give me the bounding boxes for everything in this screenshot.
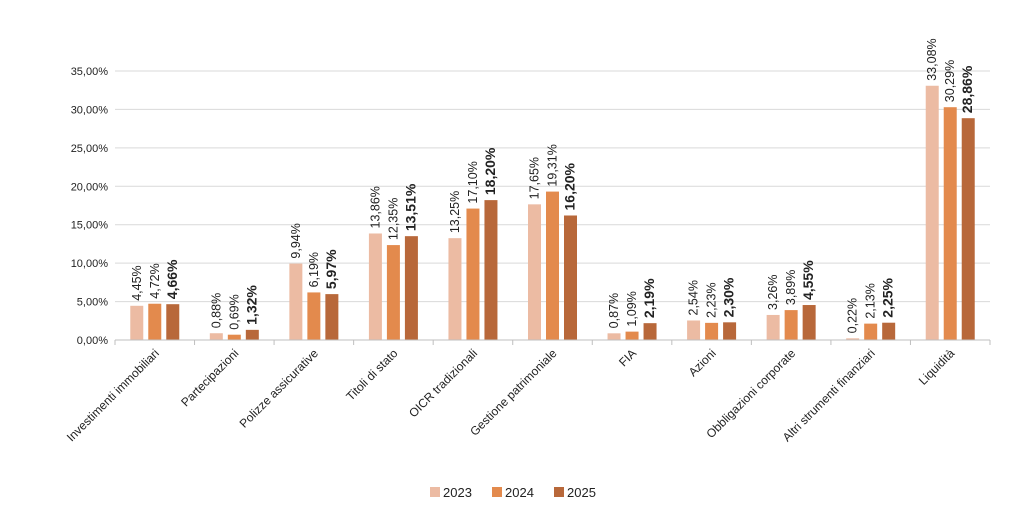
data-labels: 4,45% 4,72% 4,66% 0,88% 0,69% 1,32% 9,94% 6,19%… xyxy=(130,38,975,333)
y-tick-label: 35,00% xyxy=(71,66,109,78)
bar-2025 xyxy=(166,304,180,340)
data-label: 28,86% xyxy=(959,65,975,113)
data-label: 2,25% xyxy=(880,277,896,317)
bar-2023 xyxy=(209,333,223,340)
data-label: 0,22% xyxy=(846,298,860,333)
bar-2025 xyxy=(723,322,737,340)
data-label: 2,19% xyxy=(641,278,657,318)
data-label: 18,20% xyxy=(482,147,498,195)
data-label: 1,32% xyxy=(243,285,259,325)
bar-2023 xyxy=(289,263,303,340)
bar-2023 xyxy=(607,333,621,340)
y-tick-label: 0,00% xyxy=(77,335,108,347)
category-label: Liquidità xyxy=(916,346,958,388)
data-label: 6,19% xyxy=(307,252,321,287)
bar-2025 xyxy=(325,294,339,340)
data-label: 17,65% xyxy=(528,157,542,199)
category-label: Titoli di stato xyxy=(343,346,400,403)
legend-label: 2025 xyxy=(567,485,596,500)
data-label: 4,55% xyxy=(800,260,816,300)
legend-label: 2024 xyxy=(505,485,534,500)
bar-2025 xyxy=(245,329,259,340)
bar-2024 xyxy=(148,303,162,340)
data-label: 5,97% xyxy=(323,249,339,289)
y-tick-label: 30,00% xyxy=(71,104,109,116)
category-label: OICR tradizionali xyxy=(406,346,480,420)
data-label: 4,66% xyxy=(164,259,180,299)
y-tick-label: 15,00% xyxy=(71,220,109,232)
bar-2025 xyxy=(802,305,816,340)
bar-2025 xyxy=(643,323,657,340)
data-label: 19,31% xyxy=(546,144,560,186)
legend-swatch-2025 xyxy=(554,487,564,497)
data-label: 13,25% xyxy=(448,191,462,233)
data-label: 16,20% xyxy=(562,162,578,210)
bar-2023 xyxy=(130,305,144,340)
data-label: 13,86% xyxy=(368,186,382,228)
bar-2023 xyxy=(766,314,780,340)
bar-2024 xyxy=(784,310,798,340)
y-tick-label: 20,00% xyxy=(71,181,109,193)
bar-2024 xyxy=(227,334,241,340)
bar-2025 xyxy=(882,322,896,340)
data-label: 1,09% xyxy=(625,291,639,326)
bar-2024 xyxy=(466,208,480,340)
bar-2025 xyxy=(404,236,418,340)
bar-2025 xyxy=(961,118,975,341)
data-label: 13,51% xyxy=(402,183,418,231)
bars xyxy=(130,85,975,341)
bar-2023 xyxy=(925,85,939,341)
legend: 2023 2024 2025 xyxy=(430,485,596,500)
y-tick-label: 25,00% xyxy=(71,143,109,155)
category-label: FIA xyxy=(616,346,639,369)
bar-2024 xyxy=(546,191,559,340)
data-label: 12,35% xyxy=(386,198,400,240)
legend-swatch-2023 xyxy=(430,487,440,497)
data-label: 17,10% xyxy=(466,161,480,203)
data-label: 2,23% xyxy=(705,282,719,317)
bar-2024 xyxy=(943,107,957,341)
bar-2024 xyxy=(625,331,639,340)
category-label: Altri strumenti finanziari xyxy=(780,346,878,444)
data-label: 33,08% xyxy=(925,38,939,80)
bar-2025 xyxy=(564,215,577,340)
x-axis: Investimenti immobiliari PartecipazioniPo… xyxy=(64,339,991,444)
bar-2025 xyxy=(484,200,498,340)
y-tick-label: 10,00% xyxy=(71,258,109,270)
bar-2023 xyxy=(368,233,382,340)
category-label: Partecipazioni xyxy=(178,346,241,409)
category-label: Investimenti immobiliari xyxy=(64,346,162,444)
bar-2023 xyxy=(528,204,541,340)
bar-2024 xyxy=(386,245,400,340)
data-label: 4,72% xyxy=(148,263,162,298)
category-label: Gestione patrimoniale xyxy=(467,346,560,439)
category-label: Azioni xyxy=(686,346,719,379)
data-label: 0,88% xyxy=(209,293,223,328)
bar-2024 xyxy=(705,322,719,340)
data-label: 2,13% xyxy=(864,283,878,318)
bar-2024 xyxy=(864,323,878,340)
legend-swatch-2024 xyxy=(492,487,502,497)
data-label: 0,87% xyxy=(607,293,621,328)
legend-label: 2023 xyxy=(443,485,472,500)
category-label: Obbligazioni corporate xyxy=(703,346,798,441)
data-label: 0,69% xyxy=(227,294,241,329)
y-axis: 0,00% 5,00% 10,00% 15,00% 20,00% 25,00% 30,00%… xyxy=(71,66,109,347)
bar-2023 xyxy=(687,320,701,340)
bar-2023 xyxy=(448,238,462,340)
bar-2023 xyxy=(846,338,860,340)
data-label: 9,94% xyxy=(289,223,303,258)
category-label: Polizze assicurative xyxy=(237,346,322,431)
data-label: 3,26% xyxy=(766,274,780,309)
data-label: 4,45% xyxy=(130,265,144,300)
data-label: 2,54% xyxy=(687,280,701,315)
bar-2024 xyxy=(307,292,321,340)
data-label: 2,30% xyxy=(721,277,737,317)
data-label: 30,29% xyxy=(943,60,957,102)
data-label: 3,89% xyxy=(784,270,798,305)
y-tick-label: 5,00% xyxy=(77,297,108,309)
